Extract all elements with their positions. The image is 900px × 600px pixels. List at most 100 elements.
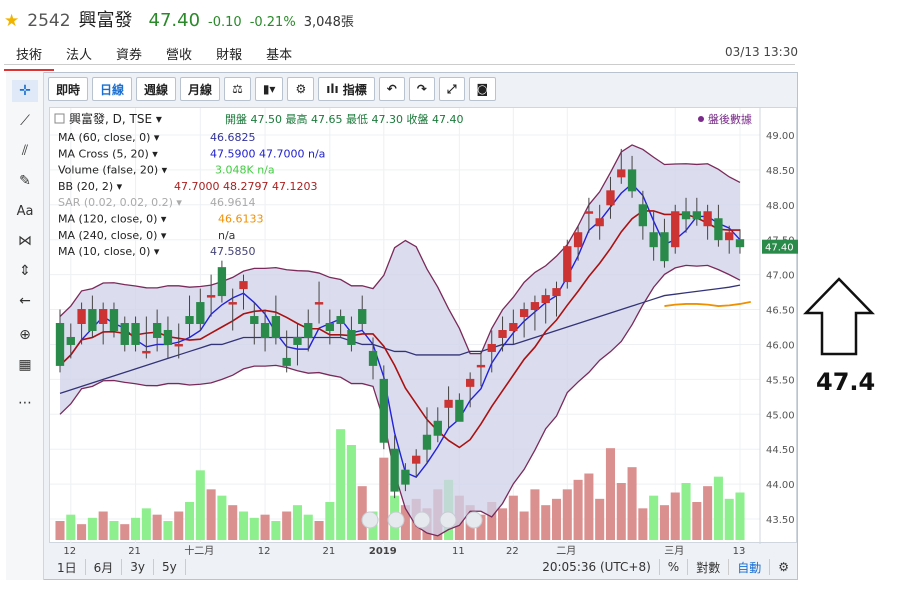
price-tick-label: 44.50	[766, 445, 795, 456]
candle-body	[455, 399, 464, 422]
candle-body	[725, 232, 734, 241]
candle-style-icon[interactable]: ▮▾	[254, 77, 284, 101]
volume-bar	[735, 492, 745, 540]
range-1d-button[interactable]: 1日	[49, 559, 86, 575]
zoom-out-icon[interactable]	[387, 511, 405, 529]
candle-body	[606, 190, 615, 206]
candle-body	[163, 329, 173, 345]
legend-row-values: 47.5850	[210, 245, 256, 258]
reset-icon[interactable]	[413, 511, 431, 529]
price-change: -0.10	[208, 15, 242, 30]
candle-body	[660, 232, 669, 262]
volume-bar	[519, 511, 529, 540]
candle-body	[498, 329, 507, 338]
price-tick-label: 49.00	[766, 131, 795, 142]
range-5y-button[interactable]: 5y	[154, 559, 186, 575]
compare-icon[interactable]: ⚖	[224, 77, 251, 101]
volume-bar	[498, 508, 508, 540]
candle-body	[142, 350, 151, 354]
time-tick-label: 十二月	[184, 544, 214, 557]
pitchfork-icon[interactable]: ⫽	[21, 143, 29, 159]
interval-monthly-button[interactable]: 月線	[180, 77, 221, 101]
candle-body	[55, 323, 65, 366]
range-6m-button[interactable]: 6月	[86, 559, 123, 575]
volume-bar	[605, 448, 616, 540]
price-chart-svg[interactable]: 43.50 44.00 44.50 45.00 45.50 46.00 46.50 47.00…	[50, 108, 798, 544]
volume-bar	[573, 479, 583, 540]
tab-margin[interactable]: 資券	[116, 48, 143, 63]
volume-bar	[303, 514, 313, 540]
candle-body	[260, 323, 270, 338]
candle-body	[99, 309, 108, 325]
tab-financials[interactable]: 財報	[216, 48, 243, 63]
volume-bar	[195, 470, 205, 540]
scroll-controls[interactable]	[361, 511, 483, 529]
tab-basic[interactable]: 基本	[266, 48, 293, 63]
candle-body	[196, 302, 205, 325]
volume-bar	[616, 483, 626, 540]
volume-bar	[120, 524, 130, 540]
undo-icon[interactable]: ↶	[378, 77, 405, 101]
candle-body	[358, 309, 367, 325]
range-3y-button[interactable]: 3y	[122, 559, 155, 575]
brush-icon[interactable]: ✎	[19, 173, 31, 189]
candle-body	[282, 357, 291, 366]
volume-bar	[400, 505, 410, 540]
candle-body	[671, 211, 680, 248]
chart-area[interactable]: 43.50 44.00 44.50 45.00 45.50 46.00 46.50 47.00…	[49, 107, 798, 544]
volume-bar	[595, 498, 605, 540]
trendline-icon[interactable]: ⟋	[20, 113, 30, 129]
last-price-marker	[762, 239, 798, 254]
volume-bar	[476, 514, 486, 540]
interval-weekly-button[interactable]: 週線	[136, 77, 177, 101]
interval-daily-button[interactable]: 日線	[92, 77, 133, 101]
price-tick-label: 46.00	[766, 340, 795, 351]
zoom-in-small-icon[interactable]	[439, 511, 457, 529]
candle-body	[552, 288, 561, 297]
volume-bar	[249, 517, 259, 540]
arrow-left-icon[interactable]: ←	[19, 293, 31, 309]
volume-bar	[649, 495, 659, 540]
candle-body	[152, 323, 162, 338]
tab-institutional[interactable]: 法人	[66, 48, 93, 63]
tab-technical[interactable]: 技術	[4, 42, 55, 71]
scale-settings-icon[interactable]: ⚙	[778, 560, 789, 574]
auto-scale-button[interactable]: 自動	[729, 559, 771, 575]
more-icon[interactable]: ⋯	[18, 395, 32, 411]
volume-bar	[292, 505, 302, 540]
bb-band-fill	[60, 144, 740, 536]
candle-body	[509, 323, 518, 331]
percent-scale-button[interactable]: %	[660, 559, 689, 575]
volume-bar	[163, 521, 173, 540]
volume-bar	[174, 511, 184, 540]
ruler-icon[interactable]: ▦	[18, 357, 32, 373]
legend-row-label: Volume (false, 20) ▾	[58, 164, 168, 177]
volume-bar	[336, 429, 346, 540]
measure-icon[interactable]: ⇕	[19, 263, 31, 279]
settings-gear-icon[interactable]: ⚙	[287, 77, 315, 101]
candle-body	[530, 302, 540, 311]
scroll-left-icon[interactable]	[361, 511, 379, 529]
crosshair-icon[interactable]: ✛	[12, 80, 38, 102]
redo-icon[interactable]: ↷	[408, 77, 435, 101]
pattern-icon[interactable]: ⋈	[18, 233, 32, 249]
zoom-in-icon[interactable]: ⊕	[19, 327, 31, 343]
fullscreen-icon[interactable]: ⤢	[438, 77, 465, 101]
indicators-button[interactable]: ılı 指標	[318, 77, 375, 101]
last-price: 47.40	[148, 10, 201, 31]
scroll-right-icon[interactable]	[465, 511, 483, 529]
tab-revenue[interactable]: 營收	[166, 48, 193, 63]
camera-icon[interactable]: ◙	[468, 77, 497, 101]
candle-body	[347, 329, 356, 345]
price-tick-label: 47.00	[766, 271, 795, 282]
candle-body	[390, 448, 399, 492]
legend-row-values: 47.7000 48.2797 47.1203	[174, 180, 317, 193]
volume-bar	[66, 514, 76, 540]
interval-intraday-button[interactable]: 即時	[48, 77, 89, 101]
log-scale-button[interactable]: 對數	[688, 559, 730, 575]
legend-row-label: MA (10, close, 0) ▾	[58, 245, 160, 258]
favorite-star-icon[interactable]: ★	[4, 11, 20, 31]
text-tool-icon[interactable]: Aa	[16, 203, 34, 219]
volume-bar	[346, 445, 356, 540]
volume-bar	[217, 495, 227, 540]
